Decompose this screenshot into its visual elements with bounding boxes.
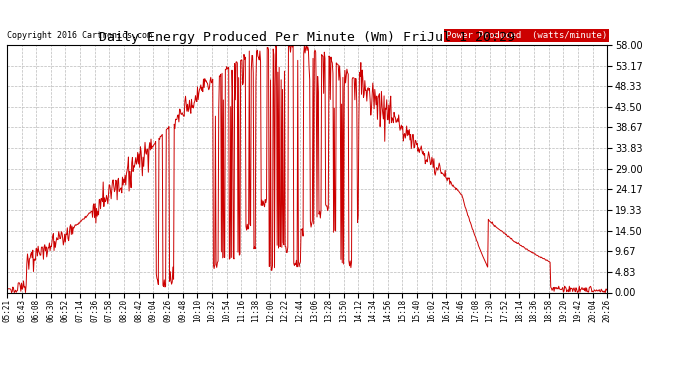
Title: Daily Energy Produced Per Minute (Wm) FriJul 1 20:29: Daily Energy Produced Per Minute (Wm) Fr… (99, 31, 515, 44)
Text: Power Produced  (watts/minute): Power Produced (watts/minute) (446, 31, 607, 40)
Text: Copyright 2016 Cartronics.com: Copyright 2016 Cartronics.com (7, 31, 152, 40)
